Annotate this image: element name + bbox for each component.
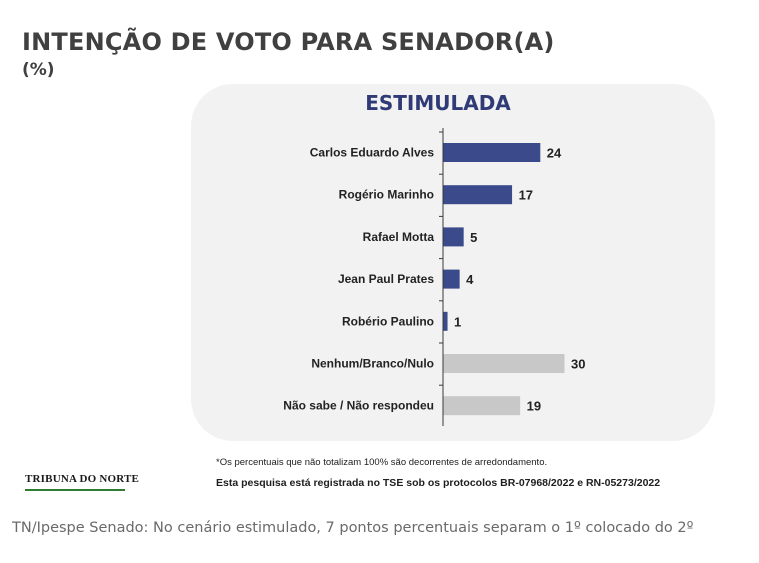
panel-title: ESTIMULADA (365, 91, 511, 115)
bar (443, 269, 460, 289)
bar (443, 354, 565, 373)
chart-title: INTENÇÃO DE VOTO PARA SENADOR(A) (22, 28, 555, 56)
bar (443, 311, 448, 331)
category-label: Não sabe / Não respondeu (283, 399, 434, 413)
data-label: 1 (454, 314, 461, 329)
category-label: Rogério Marinho (339, 188, 434, 202)
logo-text: TRIBUNA DO NORTE (25, 473, 140, 485)
bar (443, 396, 521, 416)
category-label: Robério Paulino (342, 314, 434, 328)
category-label: Jean Paul Prates (338, 272, 434, 286)
image-caption: TN/Ipespe Senado: No cenário estimulado,… (12, 520, 694, 536)
logo-underline (25, 489, 125, 491)
bar (443, 227, 464, 247)
category-label: Nenhum/Branco/Nulo (311, 357, 434, 371)
category-label: Carlos Eduardo Alves (310, 146, 435, 160)
tribuna-do-norte-logo: TRIBUNA DO NORTE (25, 473, 140, 495)
category-label: Rafael Motta (363, 230, 435, 244)
data-label: 17 (519, 188, 533, 203)
data-label: 24 (547, 146, 562, 161)
data-label: 5 (470, 230, 477, 245)
bar (443, 143, 541, 162)
footnote: *Os percentuais que não totalizam 100% s… (216, 457, 548, 468)
chart-unit: (%) (22, 60, 55, 80)
data-label: 19 (527, 399, 541, 414)
data-label: 4 (466, 272, 474, 287)
bar (443, 185, 513, 205)
protocol-note: Esta pesquisa está registrada no TSE sob… (216, 477, 661, 489)
data-label: 30 (571, 357, 585, 372)
